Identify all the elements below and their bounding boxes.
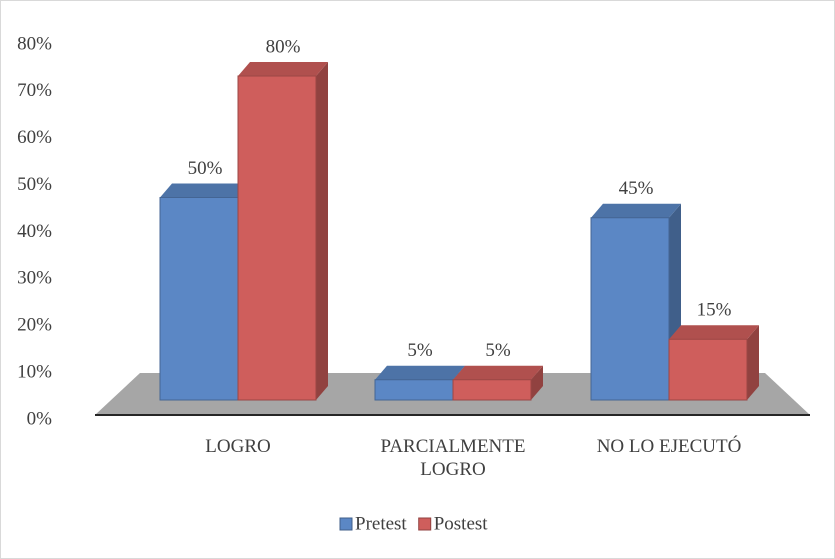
bar-top <box>375 365 465 380</box>
value-label: 15% <box>697 300 732 321</box>
bar <box>590 217 670 401</box>
y-tick-label: 80% <box>17 33 52 54</box>
legend-label: Pretest <box>355 513 407 534</box>
y-tick-label: 0% <box>27 408 53 429</box>
bar-top <box>669 325 759 340</box>
bar-side <box>316 62 328 400</box>
value-label: 45% <box>619 178 654 199</box>
value-label: 5% <box>485 340 511 361</box>
y-tick-label: 10% <box>17 361 52 382</box>
y-tick-label: 50% <box>17 174 52 195</box>
bar-top <box>453 365 543 380</box>
bar-side <box>531 365 543 400</box>
x-tick-label: NO LO EJECUTÓ <box>596 436 742 457</box>
y-tick-label: 30% <box>17 268 52 289</box>
bar-top <box>238 62 328 76</box>
bar <box>374 379 454 401</box>
bar <box>159 197 239 401</box>
y-tick-label: 20% <box>17 315 52 336</box>
y-tick-label: 70% <box>17 80 52 101</box>
bar-side <box>747 325 759 400</box>
bar <box>237 75 317 401</box>
bar-top <box>591 203 681 218</box>
legend-swatch <box>418 517 432 531</box>
x-tick-label: PARCIALMENTE LOGRO <box>380 436 526 480</box>
bar-top <box>160 183 250 198</box>
value-label: 50% <box>188 158 223 179</box>
bar <box>452 379 532 401</box>
y-tick-label: 60% <box>17 127 52 148</box>
bar <box>668 338 748 401</box>
value-label: 80% <box>266 36 301 57</box>
legend-label: Postest <box>434 513 489 534</box>
y-tick-label: 40% <box>17 221 52 242</box>
value-label: 5% <box>407 340 433 361</box>
legend-swatch <box>339 517 353 531</box>
x-tick-label: LOGRO <box>205 436 271 457</box>
